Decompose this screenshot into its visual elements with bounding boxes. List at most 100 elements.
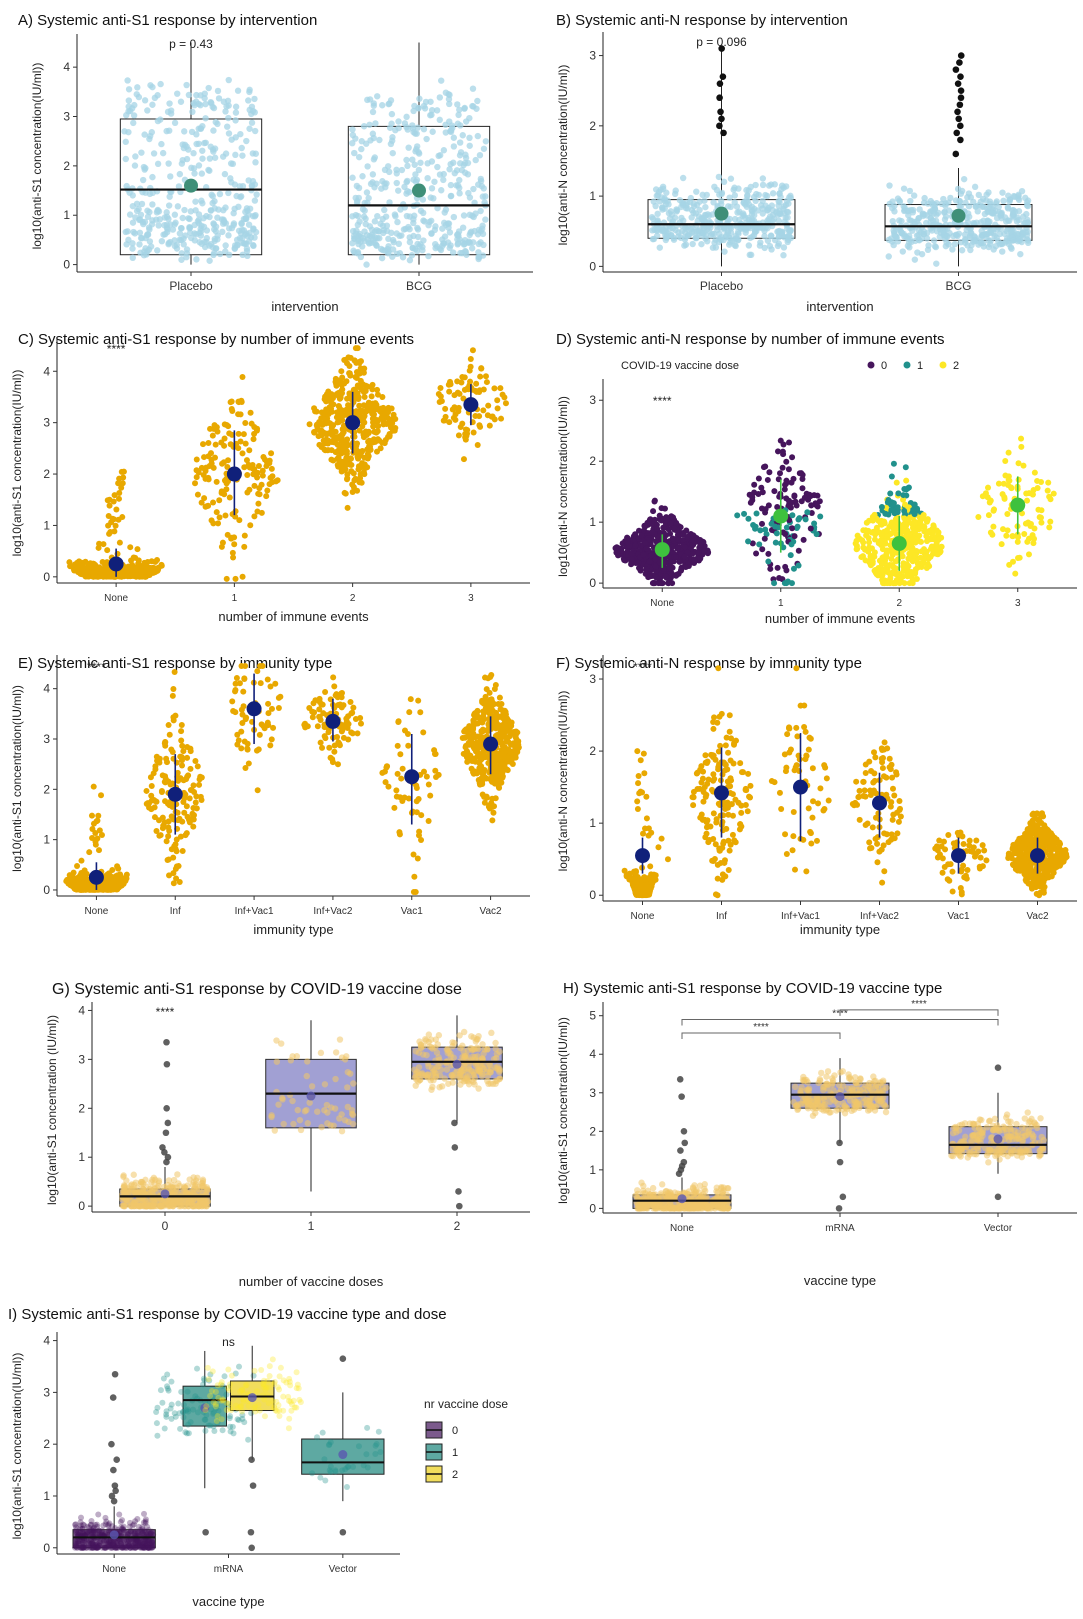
y-axis-label: log10(anti-N concentration(IU/ml)) [556,65,570,246]
data-point [715,173,723,181]
data-point [794,523,801,530]
data-point [379,222,387,229]
mean-marker [246,701,262,717]
data-point [929,201,937,209]
data-point [103,882,110,889]
data-point [136,216,143,224]
data-point [330,457,337,464]
data-point [147,243,155,250]
data-point [960,175,968,183]
data-point [125,103,132,110]
data-point [474,132,482,140]
data-point [454,101,461,108]
data-point [455,404,462,411]
data-point [239,373,246,380]
data-point [1046,524,1053,531]
data-point [979,195,987,203]
data-point [370,236,377,244]
mean-marker [345,415,361,431]
data-point [878,560,885,567]
data-point [911,511,918,518]
data-point [998,541,1005,548]
data-point [239,711,246,718]
data-point [1021,531,1028,538]
data-point [349,489,356,496]
data-point [744,224,751,231]
data-point [905,555,912,562]
data-point [890,460,897,467]
data-point [474,97,481,105]
outlier-point [718,45,725,52]
data-point [194,491,201,498]
data-point [369,171,377,178]
data-point [238,226,246,234]
data-point [422,98,430,106]
data-point [986,499,993,506]
data-point [886,182,893,189]
data-point [213,509,220,516]
data-point [1019,213,1027,220]
data-point [374,391,381,398]
data-point [682,564,689,571]
data-point [260,454,267,461]
data-point [813,531,820,538]
data-point [759,175,767,182]
data-point [920,511,927,518]
mean-marker [88,869,104,885]
data-point [447,192,455,200]
data-point [156,216,164,223]
data-point [243,137,250,145]
data-point [759,205,766,212]
data-point [911,256,919,263]
data-point [882,540,889,547]
data-point [860,527,867,534]
data-point [1031,535,1038,542]
data-point [202,115,209,122]
data-point [241,675,248,682]
data-point [250,226,257,233]
data-point [466,367,473,374]
data-point [923,528,930,535]
data-point [693,228,701,235]
data-point [906,216,913,224]
data-point [663,189,670,196]
data-point [369,386,376,393]
data-point [257,680,264,687]
data-point [205,166,212,174]
data-point [662,573,669,580]
data-point [933,260,940,267]
data-point [771,488,778,495]
data-point [852,540,859,547]
data-point [195,125,202,132]
x-tick-label: BCG [945,279,971,293]
data-point [198,499,205,506]
data-point [635,559,642,566]
data-point [193,467,200,474]
data-point [893,233,900,241]
data-point [92,563,99,570]
data-point [463,251,470,258]
data-point [230,708,237,715]
data-point [213,478,220,485]
data-point [682,202,690,209]
data-point [404,162,411,170]
data-point [185,215,192,222]
data-point [674,545,681,552]
data-point [164,856,171,863]
data-point [249,107,257,115]
data-point [229,698,236,705]
data-point [264,719,271,726]
data-point [447,242,454,249]
data-point [364,163,371,170]
data-point [1023,490,1030,497]
data-point [927,553,934,560]
data-point [398,232,405,239]
data-point [347,699,354,706]
data-point [425,221,432,229]
data-point [665,564,672,571]
data-point [141,218,149,226]
data-point [354,440,361,447]
data-point [915,215,922,222]
data-point [401,120,409,127]
data-point [456,160,464,167]
